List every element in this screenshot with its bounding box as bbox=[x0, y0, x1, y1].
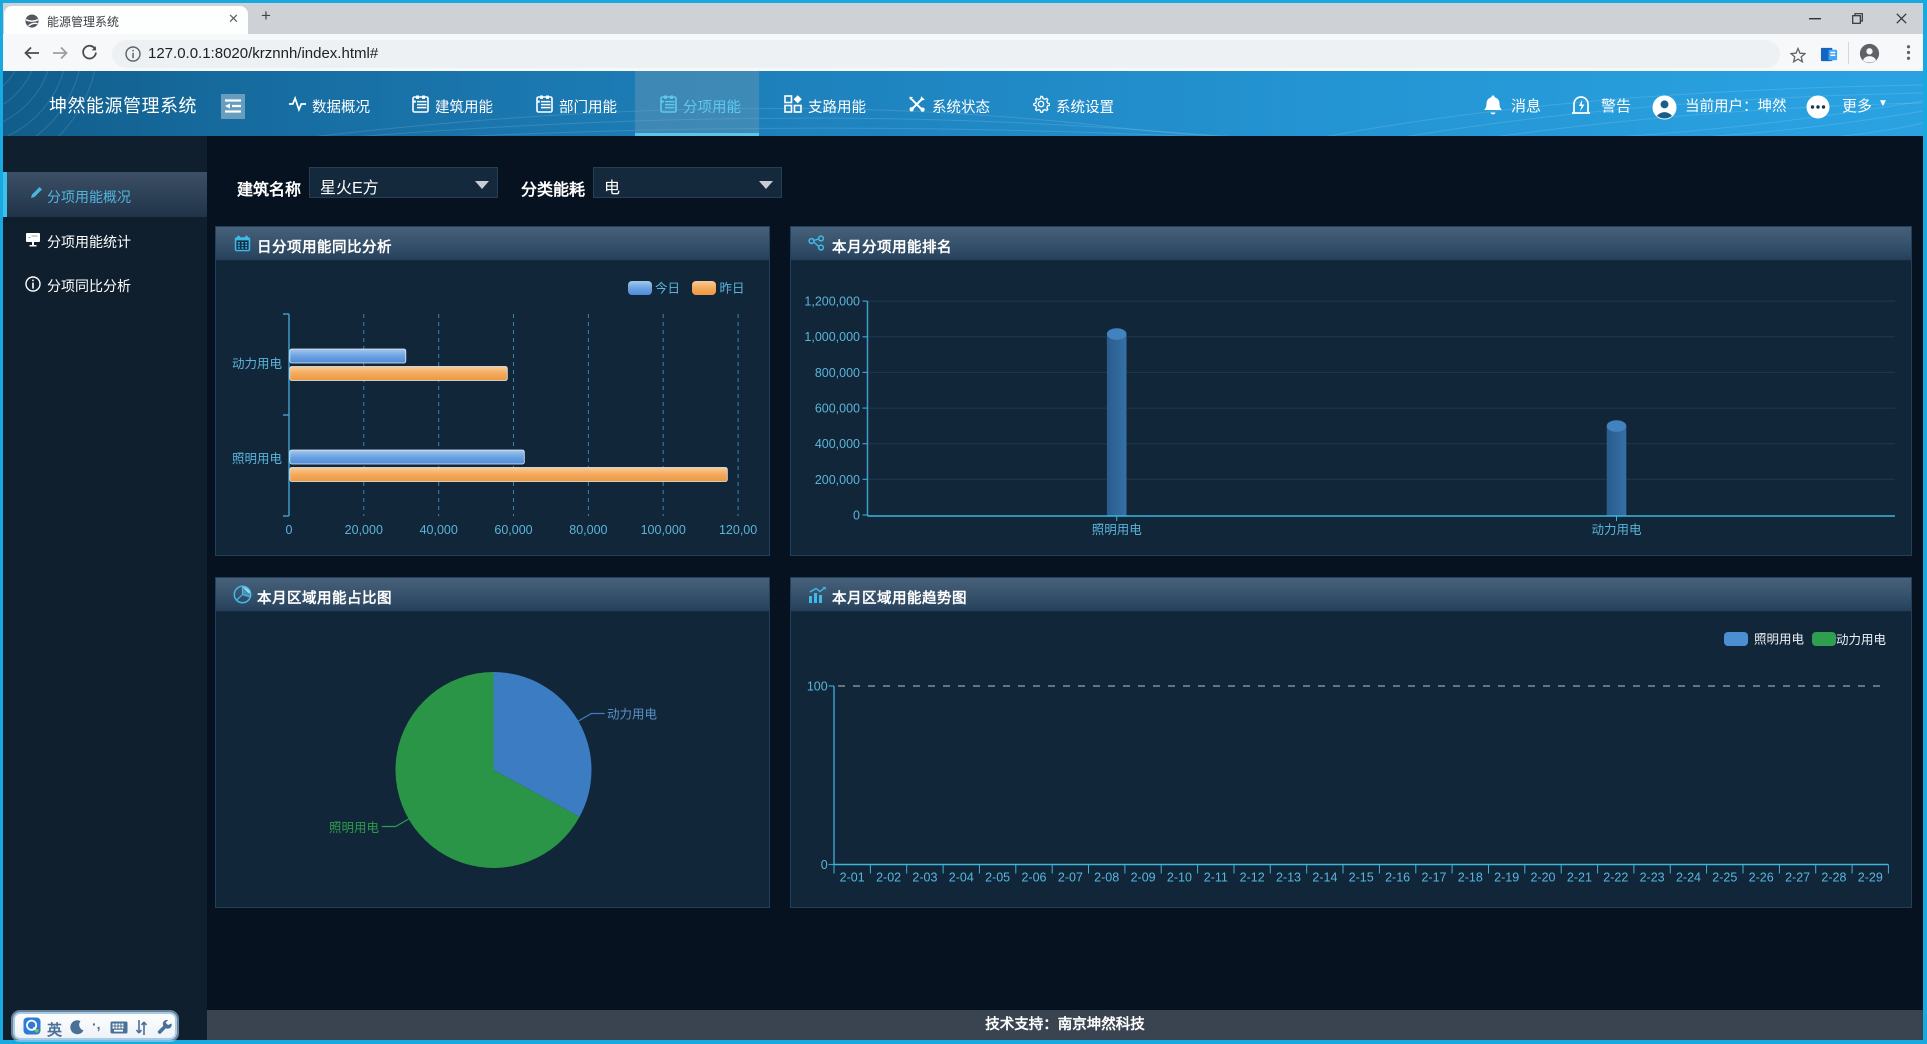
svg-text:0: 0 bbox=[853, 509, 860, 523]
svg-text:2-11: 2-11 bbox=[1204, 871, 1228, 885]
svg-text:2-14: 2-14 bbox=[1312, 871, 1337, 885]
svg-text:20,000: 20,000 bbox=[345, 523, 383, 537]
svg-text:2-04: 2-04 bbox=[949, 871, 974, 885]
svg-text:2-24: 2-24 bbox=[1676, 871, 1701, 885]
svg-text:2-22: 2-22 bbox=[1603, 871, 1628, 885]
svg-text:2-02: 2-02 bbox=[876, 871, 901, 885]
svg-text:动力用电: 动力用电 bbox=[1591, 523, 1642, 537]
svg-text:2-13: 2-13 bbox=[1276, 871, 1301, 885]
svg-text:80,000: 80,000 bbox=[569, 523, 607, 537]
svg-text:2-10: 2-10 bbox=[1167, 871, 1192, 885]
svg-text:2-12: 2-12 bbox=[1240, 871, 1265, 885]
svg-text:2-27: 2-27 bbox=[1785, 871, 1810, 885]
svg-text:40,000: 40,000 bbox=[420, 523, 458, 537]
svg-text:2-26: 2-26 bbox=[1749, 871, 1774, 885]
svg-text:0: 0 bbox=[821, 858, 828, 872]
svg-text:600,000: 600,000 bbox=[815, 402, 860, 416]
svg-text:2-08: 2-08 bbox=[1094, 871, 1119, 885]
svg-text:动力用电: 动力用电 bbox=[607, 708, 658, 722]
svg-text:2-21: 2-21 bbox=[1567, 871, 1592, 885]
svg-text:2-19: 2-19 bbox=[1494, 871, 1519, 885]
svg-text:200,000: 200,000 bbox=[815, 473, 860, 487]
svg-text:2-29: 2-29 bbox=[1858, 871, 1883, 885]
svg-text:60,000: 60,000 bbox=[494, 523, 532, 537]
svg-text:120,00: 120,00 bbox=[719, 523, 757, 537]
svg-text:2-18: 2-18 bbox=[1458, 871, 1483, 885]
svg-text:2-09: 2-09 bbox=[1131, 871, 1156, 885]
svg-text:2-28: 2-28 bbox=[1821, 871, 1846, 885]
svg-text:动力用电: 动力用电 bbox=[232, 357, 283, 371]
svg-text:800,000: 800,000 bbox=[815, 366, 860, 380]
svg-text:1,200,000: 1,200,000 bbox=[804, 295, 860, 309]
svg-text:2-01: 2-01 bbox=[840, 871, 865, 885]
svg-text:1,000,000: 1,000,000 bbox=[804, 330, 860, 344]
svg-text:100,000: 100,000 bbox=[641, 523, 686, 537]
svg-text:2-15: 2-15 bbox=[1349, 871, 1374, 885]
svg-text:2-20: 2-20 bbox=[1530, 871, 1555, 885]
svg-text:100: 100 bbox=[807, 679, 828, 693]
svg-text:400,000: 400,000 bbox=[815, 437, 860, 451]
svg-text:昨日: 昨日 bbox=[719, 282, 744, 296]
svg-text:2-03: 2-03 bbox=[912, 871, 937, 885]
svg-text:2-05: 2-05 bbox=[985, 871, 1010, 885]
svg-text:2-07: 2-07 bbox=[1058, 871, 1083, 885]
svg-text:2-25: 2-25 bbox=[1712, 871, 1737, 885]
svg-text:照明用电: 照明用电 bbox=[1092, 523, 1143, 537]
svg-text:照明用电: 照明用电 bbox=[329, 821, 380, 835]
svg-text:今日: 今日 bbox=[655, 281, 680, 296]
svg-text:照明用电: 照明用电 bbox=[232, 452, 283, 466]
svg-text:照明用电: 照明用电 bbox=[1754, 633, 1805, 647]
svg-text:2-06: 2-06 bbox=[1021, 871, 1046, 885]
svg-text:2-16: 2-16 bbox=[1385, 871, 1410, 885]
svg-text:2-17: 2-17 bbox=[1421, 871, 1446, 885]
svg-text:0: 0 bbox=[286, 523, 293, 537]
svg-text:2-23: 2-23 bbox=[1640, 871, 1665, 885]
svg-text:动力用电: 动力用电 bbox=[1836, 633, 1887, 647]
